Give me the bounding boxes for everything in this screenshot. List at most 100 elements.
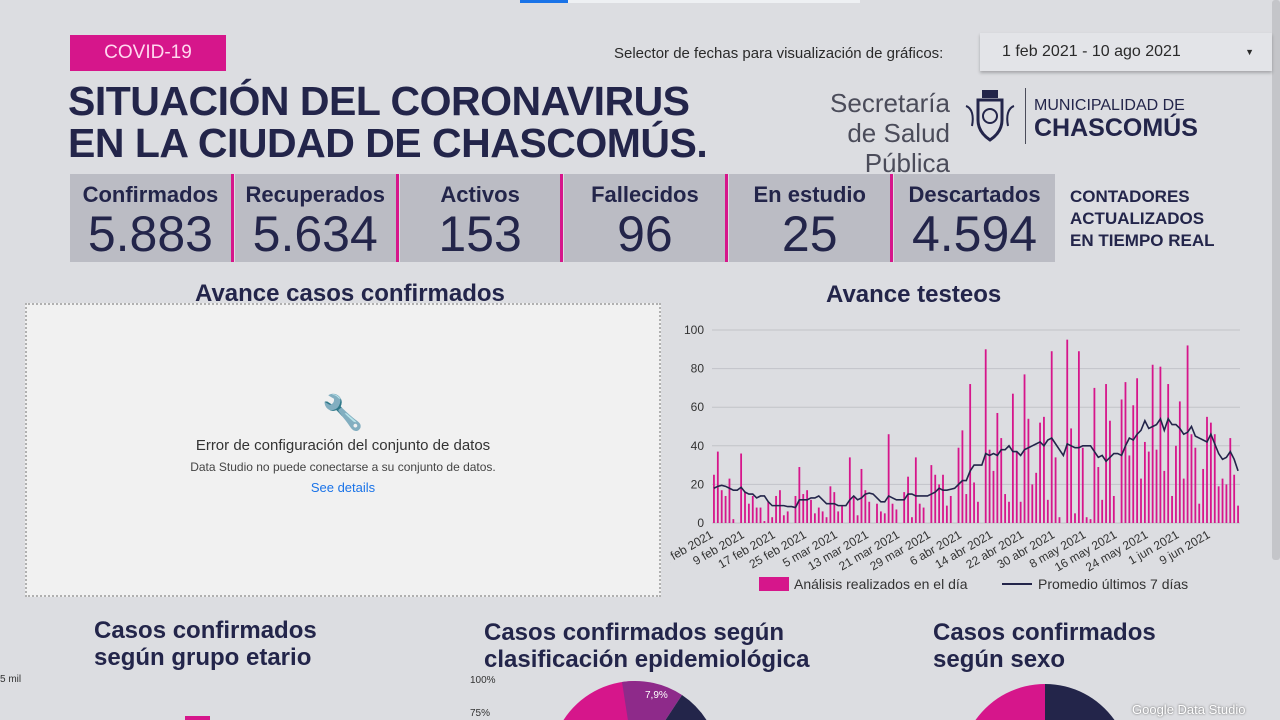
bar bbox=[1140, 478, 1142, 523]
bar bbox=[728, 478, 731, 523]
bar bbox=[1159, 366, 1162, 523]
bar bbox=[903, 492, 906, 523]
age-y-tick: 5 mil bbox=[0, 674, 22, 685]
bar bbox=[751, 495, 754, 523]
bar bbox=[1039, 422, 1041, 523]
bar bbox=[1225, 484, 1228, 523]
bar bbox=[977, 501, 979, 523]
counter-label: Recuperados bbox=[245, 182, 385, 207]
y-tick-label: 20 bbox=[691, 477, 705, 491]
y-tick-label: 40 bbox=[691, 439, 705, 453]
bar bbox=[817, 507, 820, 523]
bar bbox=[988, 449, 991, 523]
title-line: Casos confirmados bbox=[94, 617, 317, 644]
confirmed-chart-title: Avance casos confirmados bbox=[195, 280, 505, 307]
bar bbox=[744, 492, 746, 523]
bar bbox=[1023, 374, 1026, 523]
scrollbar[interactable] bbox=[1272, 0, 1280, 560]
bar bbox=[833, 492, 836, 523]
bar bbox=[992, 470, 995, 523]
legend-label-bars: Análisis realizados en el día bbox=[794, 576, 968, 592]
epi-y-tick: 100% bbox=[470, 675, 496, 686]
bar bbox=[1074, 513, 1076, 523]
bar bbox=[922, 507, 925, 523]
bar bbox=[763, 521, 766, 523]
bar bbox=[1186, 345, 1189, 523]
bar bbox=[945, 505, 948, 523]
counter-label: Fallecidos bbox=[591, 182, 699, 207]
bar bbox=[798, 467, 801, 523]
bar bbox=[1004, 494, 1007, 523]
bar bbox=[1171, 495, 1173, 523]
bar bbox=[1237, 505, 1239, 523]
bar bbox=[810, 499, 812, 523]
date-range-selector[interactable]: 1 feb 2021 - 10 ago 2021 ▼ bbox=[980, 33, 1272, 71]
bar bbox=[918, 503, 921, 523]
bar bbox=[1155, 449, 1158, 523]
bar bbox=[914, 457, 917, 523]
bar bbox=[841, 505, 843, 523]
counter-value: 4.594 bbox=[911, 206, 1038, 262]
bar bbox=[891, 503, 894, 523]
bar bbox=[984, 349, 987, 523]
bar bbox=[1027, 418, 1030, 523]
bar bbox=[1182, 478, 1185, 523]
counter-value: 5.883 bbox=[87, 206, 213, 262]
municipalidad-logo-text: MUNICIPALIDAD DE CHASCOMÚS bbox=[1034, 95, 1198, 141]
age-chart-title: Casos confirmados según grupo etario bbox=[94, 617, 317, 671]
y-tick-label: 80 bbox=[691, 362, 705, 376]
pie-slice-magenta bbox=[563, 681, 635, 720]
title-line-2: EN LA CIUDAD DE CHASCOMÚS. bbox=[68, 120, 708, 166]
bar bbox=[1206, 416, 1208, 523]
avg-line bbox=[713, 416, 1239, 509]
bar bbox=[934, 474, 937, 523]
pie-slice-magenta bbox=[975, 684, 1045, 720]
bar bbox=[755, 507, 758, 523]
bar bbox=[759, 507, 762, 523]
bar bbox=[864, 490, 867, 523]
bar bbox=[767, 501, 770, 523]
bar bbox=[802, 494, 805, 523]
y-tick-label: 60 bbox=[691, 400, 705, 414]
epi-chart-title: Casos confirmados según clasificación ep… bbox=[484, 619, 809, 673]
bar bbox=[848, 457, 851, 523]
counter-label: En estudio bbox=[753, 182, 866, 207]
bar bbox=[1128, 455, 1131, 523]
municipalidad-line-1: MUNICIPALIDAD DE bbox=[1034, 97, 1185, 114]
legend-swatch-bars bbox=[759, 577, 789, 591]
bar bbox=[1085, 517, 1088, 523]
title-line: según grupo etario bbox=[94, 644, 312, 671]
top-bar bbox=[520, 0, 860, 3]
bar bbox=[1213, 434, 1216, 523]
title-line-1: SITUACIÓN DEL CORONAVIRUS bbox=[68, 78, 690, 124]
bar bbox=[829, 486, 832, 523]
covid-badge: COVID-19 bbox=[70, 35, 226, 71]
epi-y-tick: 75% bbox=[470, 708, 491, 719]
bar bbox=[938, 484, 941, 523]
bar bbox=[868, 501, 871, 523]
active-page-indicator[interactable] bbox=[520, 0, 568, 3]
pie-slice-purple bbox=[622, 680, 682, 720]
bar bbox=[1233, 474, 1236, 523]
counter-label: Confirmados bbox=[82, 182, 219, 207]
bar bbox=[860, 468, 863, 523]
realtime-note: CONTADORES ACTUALIZADOS EN TIEMPO REAL bbox=[1070, 186, 1215, 252]
bar bbox=[1066, 339, 1069, 523]
bar bbox=[1000, 438, 1003, 523]
counter-confirmados: Confirmados 5.883 bbox=[70, 174, 231, 262]
title-line: Casos confirmados según bbox=[484, 619, 785, 646]
date-range-value: 1 feb 2021 - 10 ago 2021 bbox=[1002, 43, 1181, 60]
bar bbox=[1175, 445, 1177, 523]
bar bbox=[1217, 486, 1220, 523]
bar bbox=[973, 482, 975, 523]
secretaria-line-1: Secretaría bbox=[830, 88, 950, 118]
bar bbox=[1221, 478, 1224, 523]
sex-chart-title: Casos confirmados según sexo bbox=[933, 619, 1156, 673]
sex-pie bbox=[975, 684, 1115, 720]
title-line: según sexo bbox=[933, 646, 1066, 673]
see-details-link[interactable]: See details bbox=[310, 480, 376, 495]
bar bbox=[1054, 457, 1057, 523]
counter-value: 96 bbox=[617, 206, 673, 262]
realtime-line: EN TIEMPO REAL bbox=[1070, 231, 1215, 250]
pie-slice-navy bbox=[1045, 684, 1115, 720]
